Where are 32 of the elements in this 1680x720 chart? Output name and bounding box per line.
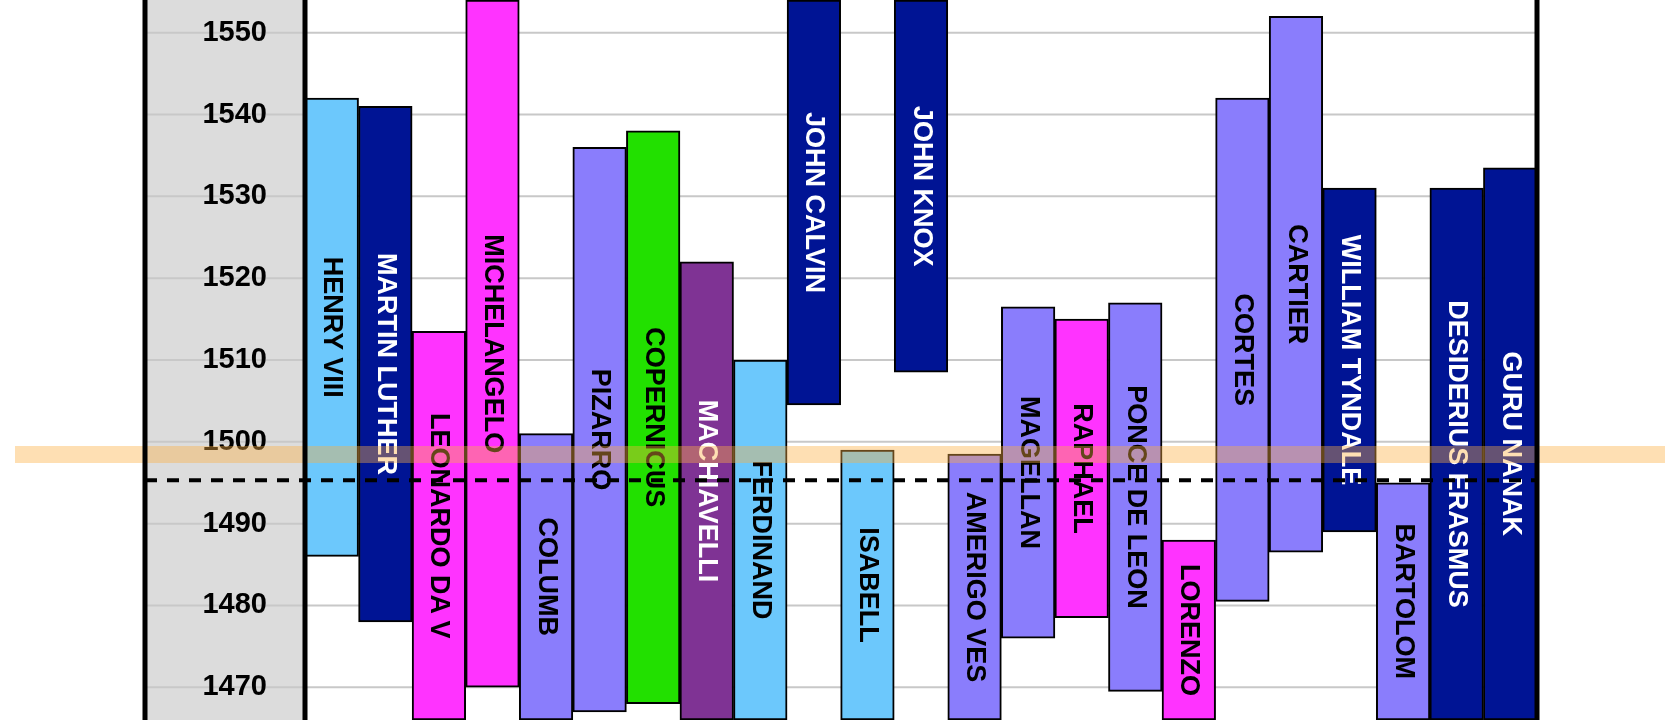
x-tick-label: RAPHAEL bbox=[1068, 403, 1099, 534]
y-tick-label: 1490 bbox=[202, 505, 267, 538]
x-tick-label: BARTOLOM bbox=[1389, 523, 1420, 680]
x-tick-label: AMERIGO VES bbox=[961, 491, 992, 683]
y-tick-label: 1550 bbox=[202, 14, 267, 47]
x-tick-label: GURU NANAK bbox=[1496, 351, 1527, 537]
y-tick-label: 1470 bbox=[202, 669, 267, 702]
y-tick-label: 1480 bbox=[202, 587, 267, 620]
y-tick-label: 1500 bbox=[202, 423, 267, 456]
x-tick-label: PONCE DE LEON bbox=[1121, 385, 1152, 609]
x-tick-label: MAGELLAN bbox=[1014, 396, 1045, 549]
x-tick-label: JOHN KNOX bbox=[907, 105, 938, 267]
x-tick-label: FERDINAND bbox=[746, 460, 777, 620]
x-tick-label: CORTES bbox=[1228, 293, 1259, 407]
y-tick-label: 1510 bbox=[202, 342, 267, 374]
x-tick-label: MACHIAVELLI bbox=[693, 399, 724, 583]
y-tick-label: 1520 bbox=[202, 260, 267, 293]
x-tick-label: COLUMB bbox=[532, 517, 563, 637]
x-tick-label: ISABELL bbox=[853, 527, 884, 643]
x-tick-label: JOHN CALVIN bbox=[800, 111, 831, 294]
x-tick-label: HENRY VIII bbox=[318, 256, 349, 398]
x-tick-label: WILLIAM TYNDALE bbox=[1336, 234, 1367, 486]
x-tick-label: PIZARRO bbox=[586, 368, 617, 491]
x-tick-label: MARTIN LUTHER bbox=[371, 253, 402, 476]
x-tick-label: LEONARDO DA V bbox=[425, 412, 456, 639]
x-tick-label: CARTIER bbox=[1282, 224, 1313, 345]
x-tick-label: LORENZO bbox=[1175, 564, 1206, 696]
y-tick-label: 1540 bbox=[202, 96, 267, 129]
x-tick-label: COPERNICUS bbox=[639, 327, 670, 508]
y-tick-label: 1530 bbox=[202, 178, 267, 211]
x-tick-label: MICHELANGELO bbox=[479, 234, 510, 454]
x-tick-label: DESIDERIUS ERASMUS bbox=[1443, 300, 1474, 608]
